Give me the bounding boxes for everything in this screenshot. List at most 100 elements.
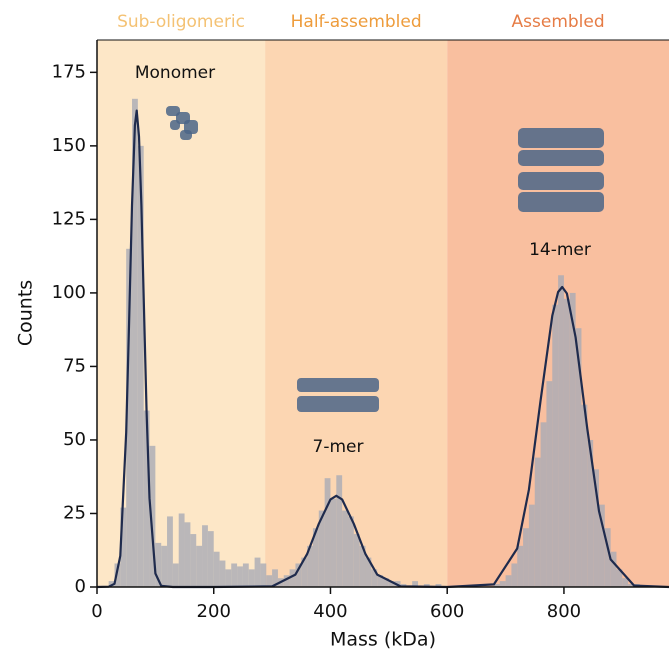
bar (161, 545, 168, 587)
bar (616, 569, 623, 587)
bar (628, 584, 634, 587)
bar (225, 569, 232, 587)
y-tick-label: 175 (52, 61, 86, 82)
bar (324, 478, 331, 587)
bar (295, 563, 302, 587)
region (97, 40, 266, 587)
bar (330, 498, 337, 587)
bar (587, 439, 594, 587)
annotation: 7-mer (313, 437, 364, 457)
bar (172, 563, 179, 587)
bar (610, 551, 617, 587)
bar (523, 528, 529, 587)
y-axis-title: Counts (15, 280, 37, 346)
region-label: Sub-oligomeric (117, 12, 245, 32)
bar (202, 525, 208, 587)
bar (254, 557, 261, 587)
bar (137, 145, 144, 587)
bar (272, 569, 278, 587)
y-tick-label: 100 (52, 282, 86, 303)
bar (126, 248, 133, 587)
bar (312, 528, 319, 587)
bar (120, 507, 127, 587)
bar (359, 545, 366, 587)
bar (493, 584, 500, 587)
x-tick-label: 0 (91, 601, 102, 622)
fit-curve (96, 109, 669, 589)
bar (301, 557, 308, 587)
bar (289, 569, 296, 587)
bar (435, 584, 442, 587)
bar (242, 563, 249, 587)
bar (569, 292, 576, 587)
x-tick-label: 200 (197, 601, 231, 622)
bar (371, 569, 378, 587)
y-tick-label: 125 (52, 208, 86, 229)
bar (347, 516, 354, 587)
bar (237, 566, 243, 587)
bar (207, 531, 214, 587)
bar (423, 584, 430, 587)
tetradecamer-structure (518, 128, 604, 212)
monomer-structure (166, 106, 198, 140)
bar (412, 581, 419, 587)
bar (283, 575, 290, 587)
x-axis-title: Mass (kDa) (330, 629, 436, 651)
bar (593, 469, 599, 587)
bar (622, 578, 629, 587)
bar (598, 504, 605, 587)
y-tick-label: 0 (75, 576, 86, 597)
annotation: Monomer (135, 63, 215, 83)
fit (96, 109, 669, 589)
bar (499, 581, 506, 587)
bar (388, 581, 395, 587)
axes: 0 25 50 75 100 125 150 175 0 200 400 600 800 (52, 39, 669, 622)
bar (248, 569, 255, 587)
bar (149, 445, 156, 587)
x-tick-label: 400 (313, 601, 347, 622)
bar (318, 510, 325, 587)
bar (604, 528, 611, 587)
bar (167, 516, 173, 587)
heptamer-structure (297, 378, 379, 412)
bar (196, 545, 203, 587)
annotation: 14-mer (529, 240, 591, 260)
bar (190, 534, 197, 587)
y-tick-label: 150 (52, 135, 86, 156)
bar (353, 534, 360, 587)
bar (266, 575, 273, 587)
region-label: Assembled (512, 12, 605, 32)
bar (307, 545, 313, 587)
bar (213, 551, 220, 587)
bar (178, 513, 185, 587)
bar (155, 542, 162, 587)
bar (511, 563, 518, 587)
bar (231, 563, 238, 587)
bar (342, 510, 348, 587)
bar (505, 575, 512, 587)
y-tick-label: 50 (63, 429, 86, 450)
region-label: Half-assembled (291, 12, 422, 32)
bar (558, 275, 564, 587)
bar (581, 404, 588, 587)
bar (517, 545, 524, 587)
bar (563, 298, 570, 587)
bar (336, 475, 343, 587)
bar (540, 422, 547, 587)
bar (132, 98, 138, 588)
bar (528, 504, 535, 587)
bar (114, 563, 121, 587)
x-tick-label: 600 (430, 601, 464, 622)
bar (377, 575, 383, 587)
bar (575, 328, 582, 587)
bar (184, 522, 191, 587)
bar (546, 381, 553, 587)
y-tick-label: 25 (63, 502, 86, 523)
region (265, 40, 448, 587)
bar (365, 557, 372, 587)
x-tick-label: 800 (547, 601, 581, 622)
bar (143, 410, 150, 587)
bar (219, 560, 226, 587)
